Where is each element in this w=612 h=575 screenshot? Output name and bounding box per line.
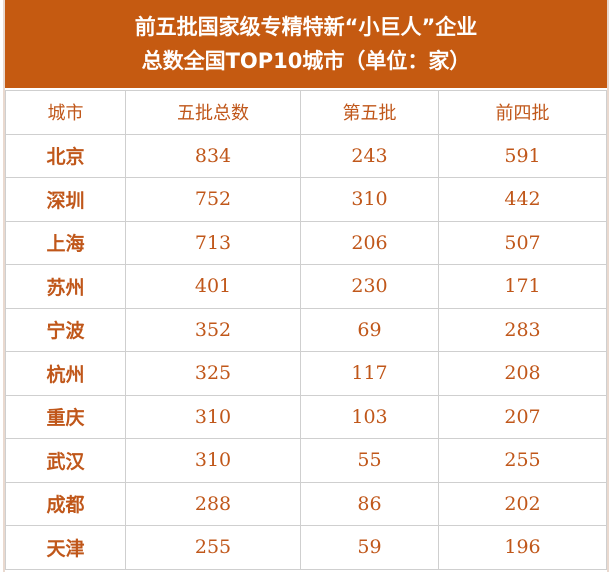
city-cell: 天津	[5, 525, 126, 570]
table-row: 天津 255 59 196	[5, 525, 607, 570]
column-header: 前四批	[438, 90, 607, 135]
value-cell: 171	[438, 264, 607, 309]
value-cell: 243	[300, 133, 439, 178]
value-cell: 69	[300, 307, 439, 352]
city-cell: 北京	[5, 133, 126, 178]
city-cell: 重庆	[5, 394, 126, 439]
value-cell: 507	[438, 220, 607, 265]
value-cell: 208	[438, 351, 607, 396]
value-cell: 325	[125, 351, 301, 396]
table-row: 杭州 325 117 208	[5, 351, 607, 396]
value-cell: 442	[438, 177, 607, 222]
column-header: 城市	[5, 90, 126, 135]
title-line: 前五批国家级专精特新“小巨人”企业	[134, 15, 478, 39]
city-cell: 上海	[5, 220, 126, 265]
city-cell: 苏州	[5, 264, 126, 309]
value-cell: 283	[438, 307, 607, 352]
value-cell: 117	[300, 351, 439, 396]
value-cell: 591	[438, 133, 607, 178]
value-cell: 59	[300, 525, 439, 570]
table-row: 深圳 752 310 442	[5, 177, 607, 222]
value-cell: 230	[300, 264, 439, 309]
value-cell: 196	[438, 525, 607, 570]
city-cell: 宁波	[5, 307, 126, 352]
value-cell: 310	[125, 394, 301, 439]
value-cell: 834	[125, 133, 301, 178]
city-cell: 成都	[5, 481, 126, 526]
value-cell: 752	[125, 177, 301, 222]
value-cell: 206	[300, 220, 439, 265]
value-cell: 55	[300, 438, 439, 483]
title-line: 总数全国TOP10城市（单位：家）	[141, 49, 471, 73]
value-cell: 713	[125, 220, 301, 265]
city-cell: 杭州	[5, 351, 126, 396]
city-cell: 深圳	[5, 177, 126, 222]
table-row: 成都 288 86 202	[5, 481, 607, 526]
value-cell: 352	[125, 307, 301, 352]
value-cell: 103	[300, 394, 439, 439]
column-header: 第五批	[300, 90, 439, 135]
table-row: 武汉 310 55 255	[5, 438, 607, 483]
table-row: 北京 834 243 591	[5, 133, 607, 178]
value-cell: 310	[300, 177, 439, 222]
column-header: 五批总数	[125, 90, 301, 135]
table-row: 宁波 352 69 283	[5, 307, 607, 352]
city-cell: 武汉	[5, 438, 126, 483]
header-row: 城市 五批总数 第五批 前四批	[5, 90, 607, 135]
value-cell: 86	[300, 481, 439, 526]
value-cell: 401	[125, 264, 301, 309]
value-cell: 255	[438, 438, 607, 483]
value-cell: 310	[125, 438, 301, 483]
value-cell: 207	[438, 394, 607, 439]
value-cell: 255	[125, 525, 301, 570]
table-row: 上海 713 206 507	[5, 220, 607, 265]
value-cell: 202	[438, 481, 607, 526]
table-row: 苏州 401 230 171	[5, 264, 607, 309]
table-row: 重庆 310 103 207	[5, 394, 607, 439]
table-card: 前五批国家级专精特新“小巨人”企业 总数全国TOP10城市（单位：家） 城市 五批…	[3, 0, 609, 572]
data-table: 城市 五批总数 第五批 前四批 北京 834 243 591 深圳 752 310 442 上海 713 2…	[5, 90, 607, 570]
table-body: 城市 五批总数 第五批 前四批 北京 834 243 591 深圳 752 310 442 上海 713 2…	[5, 90, 607, 570]
value-cell: 288	[125, 481, 301, 526]
header: 前五批国家级专精特新“小巨人”企业 总数全国TOP10城市（单位：家）	[5, 0, 607, 88]
